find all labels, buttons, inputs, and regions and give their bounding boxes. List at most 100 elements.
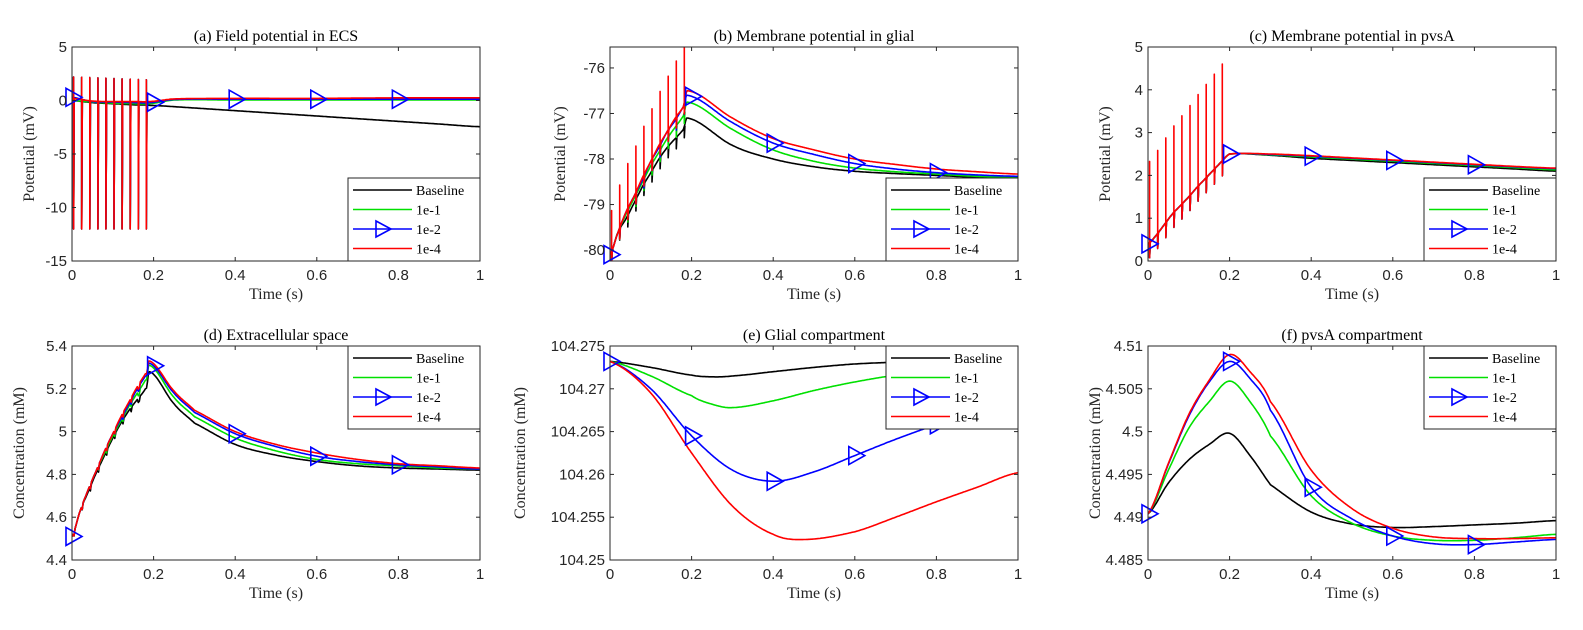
y-tick-label: 104.265	[551, 424, 605, 441]
y-axis-label: Potential (mV)	[552, 106, 569, 202]
legend-item: Baseline	[891, 352, 1002, 367]
legend-item: 1e-2	[1429, 219, 1517, 239]
x-tick-label: 0	[606, 566, 614, 583]
y-tick-label: 5.2	[46, 381, 67, 398]
series-marker	[1386, 525, 1405, 547]
x-tick-label: 1	[1014, 267, 1022, 284]
x-axis-label: Time (s)	[1325, 286, 1379, 303]
axes-box	[71, 345, 481, 561]
y-tick-label: 5.4	[46, 338, 67, 355]
x-tick-label: 0.2	[681, 267, 702, 284]
y-tick-label: 3	[1135, 125, 1143, 142]
x-tick-label: 1	[476, 566, 484, 583]
series-line-1e-4	[1148, 353, 1556, 540]
axes-box	[609, 345, 1019, 561]
y-tick-label: 4.505	[1105, 381, 1143, 398]
panel-title: (c) Membrane potential in pvsA	[1249, 28, 1455, 45]
legend-label: Baseline	[1492, 184, 1540, 199]
legend-marker	[1451, 219, 1469, 239]
series-marker	[65, 86, 84, 108]
panel-d: (d) Extracellular space 0 0.2 0.4 0.6 0.8 1 4.4…	[11, 327, 484, 602]
legend-label: 1e-4	[954, 243, 979, 258]
legend-label: 1e-1	[954, 204, 979, 219]
y-tick-label: 104.255	[551, 509, 605, 526]
panel-f: (f) pvsA compartment 0 0.2 0.4 0.6 0.8 1 4.485 4…	[1087, 327, 1560, 602]
series-marker	[603, 351, 622, 372]
series-marker	[1467, 154, 1487, 176]
legend-item: 1e-1	[1429, 372, 1517, 387]
series-marker	[684, 425, 704, 447]
x-tick-label: 0.8	[926, 566, 947, 583]
legend-item: 1e-4	[891, 243, 979, 258]
legend: Baseline 1e-1 1e-2 1e-4	[885, 345, 1019, 430]
y-axis-label: Potential (mV)	[1097, 106, 1114, 202]
series-marker	[1304, 145, 1323, 167]
legend-label: 1e-2	[954, 391, 979, 406]
series-marker	[391, 88, 411, 110]
x-tick-label: 1	[1552, 267, 1560, 284]
legend-label: 1e-4	[1492, 243, 1517, 258]
legend-item: 1e-2	[891, 387, 979, 407]
y-tick-label: 0	[1135, 253, 1143, 270]
x-tick-label: 0.6	[306, 267, 327, 284]
y-tick-label: -80	[583, 242, 605, 259]
x-tick-label: 0.6	[1382, 267, 1403, 284]
y-tick-label: 2	[1135, 167, 1143, 184]
legend-label: 1e-2	[416, 223, 441, 238]
axes-box	[609, 46, 1019, 262]
legend-marker	[1451, 387, 1469, 407]
axes-box	[1147, 46, 1557, 262]
x-tick-label: 0.2	[1219, 566, 1240, 583]
series-line-1e-1	[72, 364, 480, 537]
legend: Baseline 1e-1 1e-2 1e-4	[1423, 177, 1557, 262]
series-line-1e-1	[1148, 380, 1556, 542]
series-marker	[1141, 233, 1160, 255]
legend-item: 1e-1	[1429, 204, 1517, 219]
legend-box	[1423, 177, 1557, 262]
x-tick-label: 0.2	[143, 267, 164, 284]
legend-item: 1e-1	[353, 372, 441, 387]
series-marker	[146, 355, 166, 377]
x-axis-label: Time (s)	[249, 585, 303, 602]
panel-title: (d) Extracellular space	[204, 327, 349, 344]
x-tick-label: 1	[1552, 566, 1560, 583]
x-tick-label: 0.8	[1464, 566, 1485, 583]
legend-label: 1e-1	[954, 372, 979, 387]
legend-item: Baseline	[353, 184, 464, 199]
x-tick-label: 0.6	[844, 566, 865, 583]
legend: Baseline 1e-1 1e-2 1e-4	[347, 177, 481, 262]
x-tick-label: 0.4	[763, 267, 784, 284]
series-marker	[65, 526, 84, 547]
y-tick-label: -79	[583, 197, 605, 214]
x-tick-label: 0.4	[763, 566, 784, 583]
legend-box	[347, 177, 481, 262]
x-tick-label: 0	[1144, 566, 1152, 583]
legend-item: Baseline	[891, 184, 1002, 199]
x-axis-label: Time (s)	[787, 585, 841, 602]
y-tick-label: -15	[45, 253, 67, 270]
series-group	[72, 76, 480, 230]
x-tick-label: 0.2	[681, 566, 702, 583]
y-tick-label: 4.6	[46, 509, 67, 526]
y-tick-label: -78	[583, 151, 605, 168]
x-tick-label: 0.2	[143, 566, 164, 583]
panel-a: (a) Field potential in ECS 0 0.2 0.4 0.6 0.8 1…	[21, 28, 484, 303]
legend-item: 1e-4	[1429, 243, 1517, 258]
legend-item: 1e-2	[353, 219, 441, 239]
y-axis-label: Concentration (mM)	[11, 387, 28, 519]
series-marker	[929, 162, 949, 184]
y-tick-label: 4.51	[1114, 338, 1143, 355]
x-axis-label: Time (s)	[1325, 585, 1379, 602]
series-marker	[1386, 150, 1405, 171]
series-marker	[684, 85, 704, 107]
legend-item: 1e-1	[891, 372, 979, 387]
series-marker	[146, 91, 166, 113]
x-tick-label: 0.2	[1219, 267, 1240, 284]
y-tick-label: 1	[1135, 210, 1143, 227]
x-tick-label: 0.6	[844, 267, 865, 284]
series-marker	[228, 88, 247, 110]
legend-marker	[913, 219, 931, 239]
y-tick-label: -5	[54, 146, 67, 163]
y-tick-label: 4.49	[1114, 509, 1143, 526]
series-marker	[766, 132, 785, 154]
